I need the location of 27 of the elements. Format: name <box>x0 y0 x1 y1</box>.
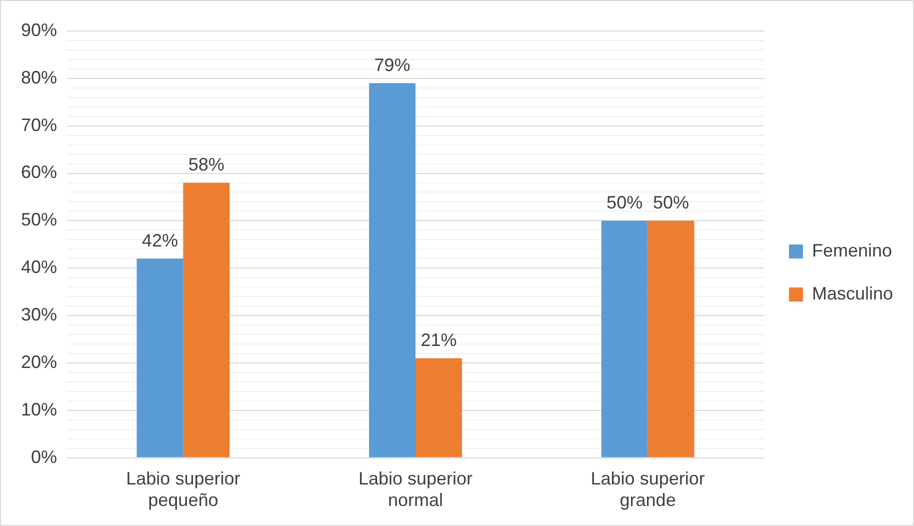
bar <box>415 358 462 458</box>
legend-label: Femenino <box>812 240 892 260</box>
bar <box>369 83 416 458</box>
y-tick-label: 0% <box>31 446 58 467</box>
y-tick-label: 20% <box>20 352 58 372</box>
bar <box>601 220 648 458</box>
y-tick-label: 90% <box>20 20 58 40</box>
data-label: 79% <box>374 55 410 76</box>
bar <box>136 258 184 458</box>
y-tick-label: 40% <box>20 257 58 278</box>
y-tick-label: 60% <box>20 162 58 182</box>
data-label: 21% <box>420 330 457 350</box>
data-label: 58% <box>188 154 224 175</box>
y-tick-label: 70% <box>20 114 58 135</box>
y-tick-label: 80% <box>20 67 58 88</box>
x-tick-label: Labio superior grande <box>590 468 705 510</box>
y-tick-label: 10% <box>20 399 58 420</box>
bar <box>183 182 230 458</box>
y-tick-label: 30% <box>20 304 58 324</box>
data-label: 50% <box>653 192 690 213</box>
data-label: 50% <box>606 192 643 213</box>
x-tick-label: Labio superior normal <box>358 468 473 510</box>
data-label: 42% <box>142 230 178 251</box>
x-tick-label: Labio superior pequeño <box>126 468 240 510</box>
legend-label: Masculino <box>812 283 894 304</box>
y-tick-label: 50% <box>20 210 58 230</box>
bar <box>648 220 694 458</box>
